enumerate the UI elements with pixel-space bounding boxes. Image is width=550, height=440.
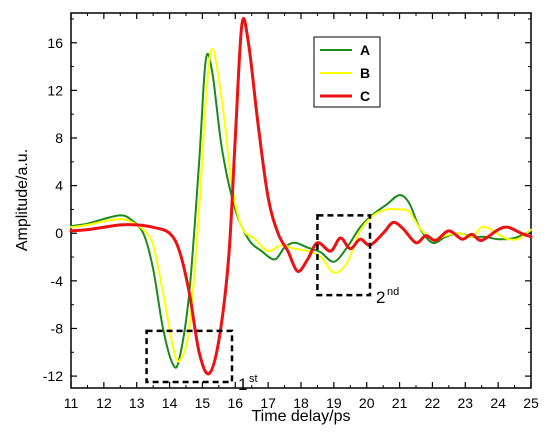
series-line-c	[69, 17, 533, 376]
y-axis-title: Amplitude/a.u.	[14, 149, 31, 251]
x-tick-label: 12	[96, 395, 112, 411]
y-tick-label: -4	[51, 273, 64, 289]
x-tick-label: 21	[392, 395, 408, 411]
y-tick-label: 12	[47, 82, 63, 98]
y-tick-label: 16	[47, 35, 63, 51]
x-tick-label: 13	[129, 395, 145, 411]
y-tick-label: 0	[55, 225, 63, 241]
legend-label-a: A	[360, 42, 370, 58]
x-tick-label: 22	[425, 395, 441, 411]
series-line-a	[70, 52, 532, 369]
legend-label-c: C	[360, 88, 370, 104]
annotation-superscript: nd	[387, 286, 399, 298]
series-lines	[69, 17, 533, 376]
x-axis-title: Time delay/ps	[252, 408, 351, 425]
annotation-box	[316, 214, 372, 297]
y-tick-label: -8	[51, 320, 64, 336]
x-tick-label: 14	[162, 395, 178, 411]
legend-label-b: B	[360, 65, 370, 81]
x-tick-label: 17	[260, 395, 276, 411]
series-line-b	[70, 47, 532, 363]
x-tick-label: 25	[523, 395, 539, 411]
annotation-label: 1	[238, 375, 247, 394]
annotation-superscript: st	[249, 373, 258, 385]
x-tick-label: 23	[457, 395, 473, 411]
y-tick-label: 8	[55, 130, 63, 146]
x-tick-label: 18	[293, 395, 309, 411]
x-tick-label: 20	[359, 395, 375, 411]
annotation-box	[145, 329, 234, 384]
y-tick-label: -12	[43, 368, 63, 384]
x-tick-label: 11	[64, 395, 79, 411]
annotation-label: 2	[376, 288, 385, 307]
axis-ticks: 11 12 13 14 15 16 17 18 19 20 21 22 23 24 25-12-8-4048…	[43, 13, 539, 411]
annotations: 1 st 2 nd	[145, 214, 399, 394]
x-tick-label: 16	[227, 395, 243, 411]
x-tick-label: 24	[490, 395, 506, 411]
x-tick-label: 15	[195, 395, 211, 411]
plot-frame	[70, 12, 532, 389]
x-tick-label: 19	[326, 395, 342, 411]
legend: A B C	[313, 36, 381, 108]
y-tick-label: 4	[55, 178, 63, 194]
